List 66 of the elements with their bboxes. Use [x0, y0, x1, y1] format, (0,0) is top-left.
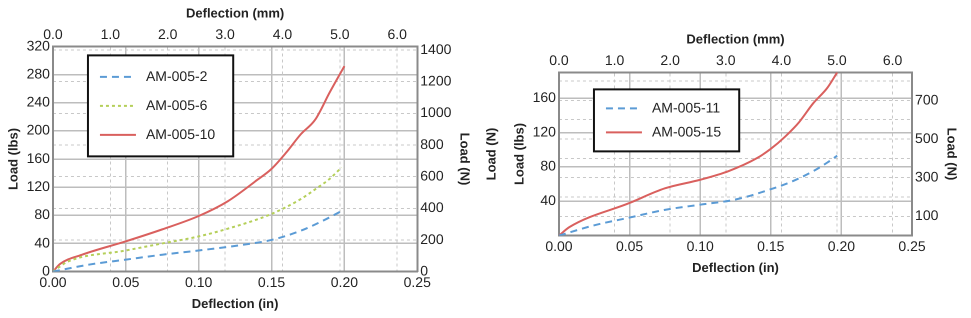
x2-tick-label: 2.0 — [158, 26, 178, 42]
y2-axis-title: Load (N) — [944, 128, 960, 180]
x-tick-label: 0.05 — [616, 238, 644, 254]
x-tick-label: 0.20 — [330, 274, 358, 290]
x2-tick-label: 0.0 — [549, 52, 569, 68]
x-tick-label: 0.10 — [686, 238, 714, 254]
text: Load (N) — [484, 128, 499, 180]
x2-tick-label: 5.0 — [827, 52, 847, 68]
y2-tick-label: 200 — [420, 230, 444, 247]
x2-tick-label: 3.0 — [716, 52, 736, 68]
y2-tick-label: 400 — [420, 199, 444, 216]
y2-tick-label: 100 — [915, 207, 939, 224]
y-tick-label: 40 — [540, 192, 556, 208]
x-tick-label: 0.25 — [898, 238, 926, 254]
x-tick-label: 0.05 — [112, 274, 140, 290]
line-series — [52, 65, 346, 272]
y2-axis-title: Load (N) — [458, 132, 473, 186]
x2-tick-label: 2.0 — [660, 52, 680, 68]
x-tick-label: 0.15 — [757, 238, 785, 254]
y-tick-label: 200 — [26, 122, 50, 138]
y-tick-label: 40 — [34, 234, 50, 250]
y-axis-title: Load (lbs) — [511, 122, 526, 186]
line-series — [558, 154, 838, 236]
y2-tick-label: 600 — [420, 168, 444, 184]
y2-tick-label: 0 — [420, 262, 428, 278]
legend-label: AM-005-10 — [146, 126, 216, 142]
x2-tick-label: 4.0 — [772, 52, 792, 68]
x-tick-label: 0.10 — [185, 274, 213, 290]
x2-tick-label: 4.0 — [272, 26, 292, 42]
line-series — [52, 210, 342, 272]
x2-tick-label: 6.0 — [882, 52, 903, 68]
y2-tick-label: 1400 — [420, 40, 452, 57]
y2-tick-label: 700 — [915, 91, 939, 108]
y-tick-label: 120 — [26, 178, 50, 194]
x2-tick-label: 0.0 — [43, 26, 63, 42]
x-tick-label: 0.15 — [258, 274, 286, 290]
y2-tick-label: 300 — [915, 168, 939, 185]
y-axis-title: Load (lbs) — [5, 128, 20, 190]
x2-tick-label: 5.0 — [330, 26, 350, 42]
legend-label: AM-005-15 — [652, 123, 722, 140]
x-axis-title: Deflection (in) — [192, 296, 278, 311]
x2-tick-label: 1.0 — [604, 52, 625, 68]
y-tick-label: 240 — [26, 94, 50, 110]
y2-tick-label: 500 — [915, 130, 939, 146]
y-tick-label: 80 — [540, 158, 556, 174]
legend-label: AM-005-11 — [652, 99, 720, 116]
x2-axis-title: Deflection (mm) — [186, 5, 284, 20]
x2-tick-label: 6.0 — [387, 26, 408, 42]
y-tick-label: 120 — [532, 123, 556, 140]
y-tick-label: 160 — [26, 150, 50, 166]
x2-tick-label: 1.0 — [100, 26, 120, 42]
x-tick-label: 0.20 — [828, 238, 856, 254]
y-tick-label: 0 — [42, 262, 50, 278]
x2-tick-label: 3.0 — [215, 26, 236, 42]
y-tick-label: 280 — [26, 65, 50, 82]
x-axis-title: Deflection (in) — [692, 260, 779, 275]
y-tick-label: 80 — [34, 206, 50, 222]
y-tick-label: 160 — [532, 89, 556, 106]
y2-tick-label: 1000 — [420, 104, 452, 120]
legend-label: AM-005-6 — [146, 96, 208, 113]
x-tick-label: 0.00 — [545, 238, 573, 254]
legend-label: AM-005-2 — [146, 68, 208, 84]
y2-tick-label: 800 — [420, 136, 444, 152]
line-series — [52, 166, 342, 272]
y2-tick-label: 1200 — [420, 72, 452, 89]
x2-axis-title: Deflection (mm) — [686, 31, 785, 46]
